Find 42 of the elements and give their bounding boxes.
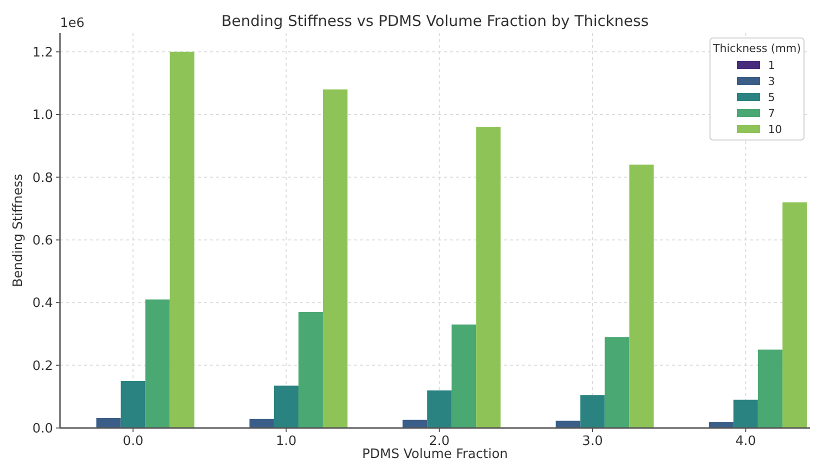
legend-label: 5 [768, 90, 775, 104]
bar [322, 89, 348, 428]
bar [452, 324, 476, 428]
bar [96, 418, 121, 428]
bar [249, 418, 274, 428]
y-tick-label: 0.0 [32, 422, 53, 437]
bar [402, 420, 428, 428]
bar [556, 420, 580, 428]
x-axis-title: PDMS Volume Fraction [362, 447, 508, 459]
bar [604, 337, 630, 428]
legend-title: Thickness (mm) [712, 42, 801, 55]
y-tick-label: 1.2 [32, 45, 53, 60]
legend-label: 10 [768, 122, 782, 136]
bar [782, 202, 807, 428]
bar [427, 390, 452, 428]
bar [170, 52, 194, 428]
x-tick-label: 0.0 [122, 434, 144, 449]
bar [145, 299, 170, 428]
x-tick-label: 4.0 [735, 434, 756, 449]
bar [120, 380, 146, 428]
bar [274, 386, 298, 428]
bar [629, 164, 654, 428]
bar [758, 350, 782, 428]
y-tick-label: 0.6 [32, 233, 53, 248]
chart-title: Bending Stiffness vs PDMS Volume Fraction by Thickness [221, 12, 649, 30]
x-tick-label: 1.0 [276, 434, 297, 449]
y-axis-title: Bending Stiffness [11, 174, 26, 288]
text: 1e6 [60, 16, 85, 31]
legend-label: 1 [768, 58, 775, 72]
legend-label: 7 [768, 106, 775, 120]
y-tick-label: 0.8 [32, 170, 53, 186]
x-tick-label: 3.0 [582, 434, 603, 449]
bar [298, 312, 323, 428]
bar [733, 400, 758, 428]
x-tick-label: 2.0 [429, 434, 450, 449]
y-tick-label: 1.0 [32, 108, 53, 124]
bar [476, 127, 501, 428]
y-tick-label: 0.4 [32, 296, 53, 312]
bar [580, 395, 605, 428]
bar [708, 422, 734, 428]
legend-label: 3 [768, 74, 775, 88]
y-tick-label: 0.2 [32, 358, 53, 374]
